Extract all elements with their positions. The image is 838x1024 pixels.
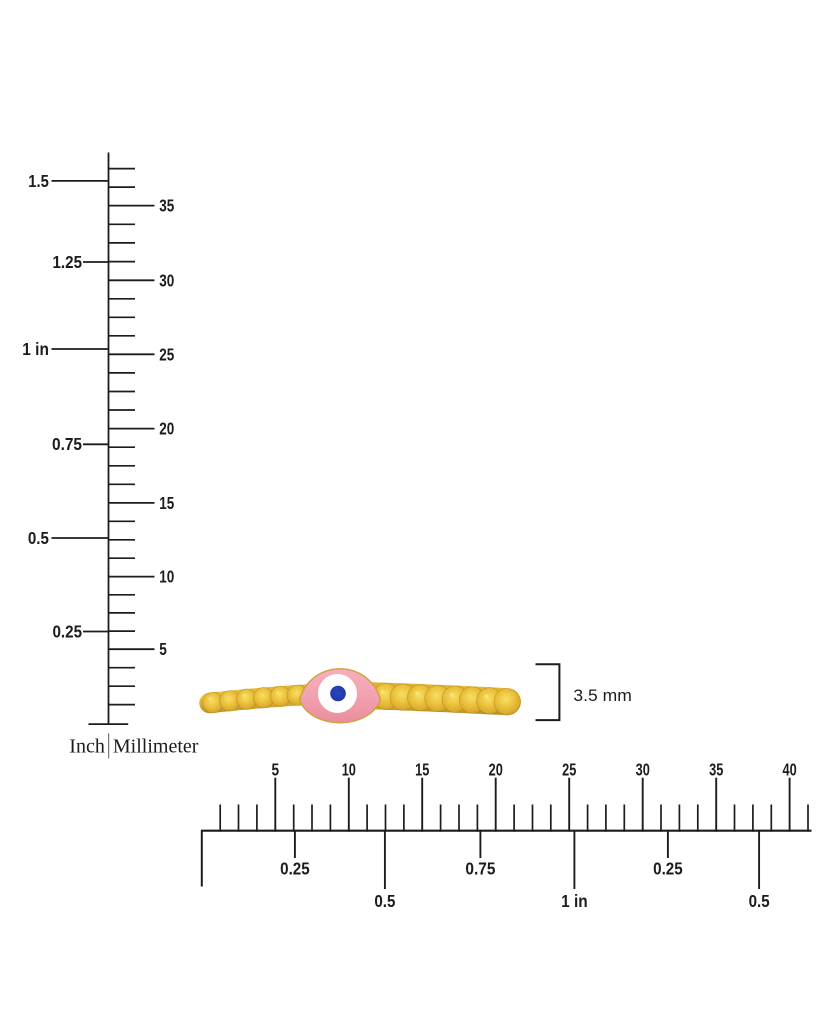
svg-text:0.5: 0.5 xyxy=(749,891,770,911)
svg-text:1 in: 1 in xyxy=(561,891,588,911)
svg-text:0.25: 0.25 xyxy=(53,621,83,641)
svg-text:15: 15 xyxy=(159,493,174,513)
svg-text:35: 35 xyxy=(159,196,174,216)
svg-text:25: 25 xyxy=(562,759,576,779)
svg-text:0.25: 0.25 xyxy=(280,858,310,878)
svg-text:25: 25 xyxy=(159,344,174,364)
svg-text:10: 10 xyxy=(159,567,174,587)
svg-text:30: 30 xyxy=(159,270,174,290)
svg-text:0.5: 0.5 xyxy=(374,891,395,911)
svg-text:15: 15 xyxy=(415,759,429,779)
svg-text:Millimeter: Millimeter xyxy=(113,736,199,758)
svg-text:3.5 mm: 3.5 mm xyxy=(573,686,631,705)
svg-text:0.25: 0.25 xyxy=(653,858,683,878)
svg-text:20: 20 xyxy=(159,419,174,439)
svg-text:0.5: 0.5 xyxy=(28,528,49,548)
svg-text:10: 10 xyxy=(342,759,356,779)
svg-text:1.5: 1.5 xyxy=(28,171,49,191)
svg-text:30: 30 xyxy=(636,759,650,779)
svg-text:0.75: 0.75 xyxy=(52,434,82,454)
svg-text:1.25: 1.25 xyxy=(53,252,83,272)
svg-text:35: 35 xyxy=(709,759,723,779)
svg-text:1 in: 1 in xyxy=(22,339,49,359)
svg-text:Inch: Inch xyxy=(69,736,105,758)
svg-text:20: 20 xyxy=(489,759,503,779)
svg-text:0.75: 0.75 xyxy=(465,858,495,878)
svg-text:5: 5 xyxy=(159,639,167,659)
svg-text:5: 5 xyxy=(272,759,280,779)
svg-text:40: 40 xyxy=(783,759,797,779)
